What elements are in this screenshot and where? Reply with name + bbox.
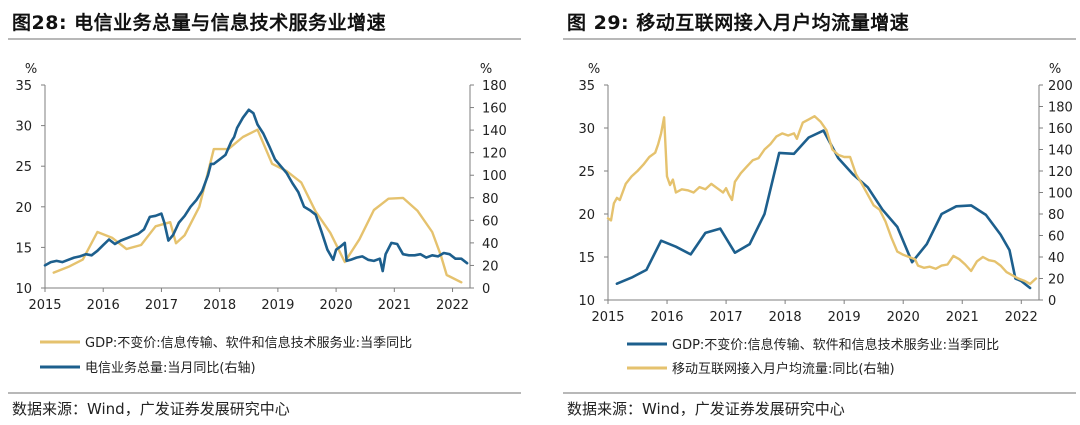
x-tick-label: 2021 [946,310,979,325]
x-tick-label: 2020 [887,310,920,325]
right-tick-label: 160 [482,102,507,117]
left-tick-label: 15 [578,251,595,266]
left-unit-label: % [588,62,600,77]
right-tick-label: 180 [1048,101,1073,116]
figure-29-top-rule [563,38,1076,40]
x-tick-label: 2022 [1005,310,1038,325]
right-tick-label: 60 [482,214,499,229]
right-tick-label: 140 [1048,144,1073,159]
figure-29-chart: % % 10 15 20 25 30 35 0 20 40 60 80 100 120 140 160 180 20… [578,62,1073,377]
legend-label-2: 移动互联网接入月户均流量:同比(右轴) [672,361,895,377]
left-tick-label: 35 [578,79,595,94]
figure-28-bottom-rule [8,392,521,394]
figure-29-bottom-rule [563,392,1076,394]
right-tick-label: 120 [482,147,507,162]
figure-28-chart: % % 10 15 20 25 30 35 0 20 40 60 80 100 120 140 160 180 20… [15,62,507,376]
left-tick-label: 30 [578,122,595,137]
right-tick-label: 40 [482,237,499,252]
left-tick-label: 35 [15,79,32,94]
left-unit-label: % [25,62,37,77]
right-tick-label: 40 [1048,251,1065,266]
x-tick-label: 2018 [769,310,802,325]
figure-29-panel: 图 29: 移动互联网接入月户均流量增速 %% 10 15 20 25 30 35 0 20 40… [555,0,1080,425]
x-tick-label: 2019 [261,298,294,313]
right-tick-label: 80 [482,192,499,207]
x-tick-label: 2018 [203,298,236,313]
figure-28-top-rule [8,38,521,40]
figure-28-source: 数据来源：Wind，广发证券发展研究中心 [12,400,290,418]
x-tick-label: 2017 [145,298,178,313]
x-tick-label: 2021 [378,298,411,313]
right-unit-label: % [480,62,492,77]
right-tick-label: 200 [1048,79,1073,94]
right-tick-label: 20 [482,259,499,274]
x-tick-label: 2015 [28,298,61,313]
left-tick-label: 10 [15,282,32,297]
series-line-2 [606,115,1038,286]
right-tick-label: 0 [482,282,490,297]
x-tick-label: 2022 [436,298,469,313]
right-unit-label: % [1049,62,1061,77]
legend-label-1: GDP:不变价:信息传输、软件和信息技术服务业:当季同比 [85,335,412,351]
right-tick-label: 0 [1048,294,1056,309]
legend-label-2: 电信业务总量:当月同比(右轴) [85,360,256,376]
left-tick-label: 25 [578,165,595,180]
left-tick-label: 15 [15,241,32,256]
figure-28-panel: 图28: 电信业务总量与信息技术服务业增速 %% 10 15 20 25 30 35 0 20 4… [0,0,525,425]
series-line-1 [52,128,463,284]
series-line-2 [43,108,469,273]
x-tick-label: 2017 [710,310,743,325]
right-tick-label: 60 [1048,230,1065,245]
right-tick-label: 180 [482,79,507,94]
left-tick-label: 25 [15,160,32,175]
right-tick-label: 20 [1048,273,1065,288]
left-tick-label: 30 [15,120,32,135]
legend-label-1: GDP:不变价:信息传输、软件和信息技术服务业:当季同比 [672,337,999,353]
x-tick-label: 2015 [591,310,624,325]
right-tick-label: 160 [1048,122,1073,137]
figure-29-source: 数据来源：Wind，广发证券发展研究中心 [567,400,845,418]
x-tick-label: 2016 [87,298,120,313]
series-line-1 [615,129,1032,290]
figure-29-title: 图 29: 移动互联网接入月户均流量增速 [567,12,910,34]
x-tick-label: 2016 [650,310,683,325]
right-tick-label: 100 [482,169,507,184]
left-tick-label: 20 [578,208,595,223]
right-tick-label: 100 [1048,187,1073,202]
figure-28-title: 图28: 电信业务总量与信息技术服务业增速 [12,12,387,34]
right-tick-label: 120 [1048,165,1073,180]
x-tick-label: 2019 [828,310,861,325]
right-tick-label: 80 [1048,208,1065,223]
right-tick-label: 140 [482,124,507,139]
x-tick-label: 2020 [320,298,353,313]
left-tick-label: 20 [15,201,32,216]
left-tick-label: 10 [578,294,595,309]
